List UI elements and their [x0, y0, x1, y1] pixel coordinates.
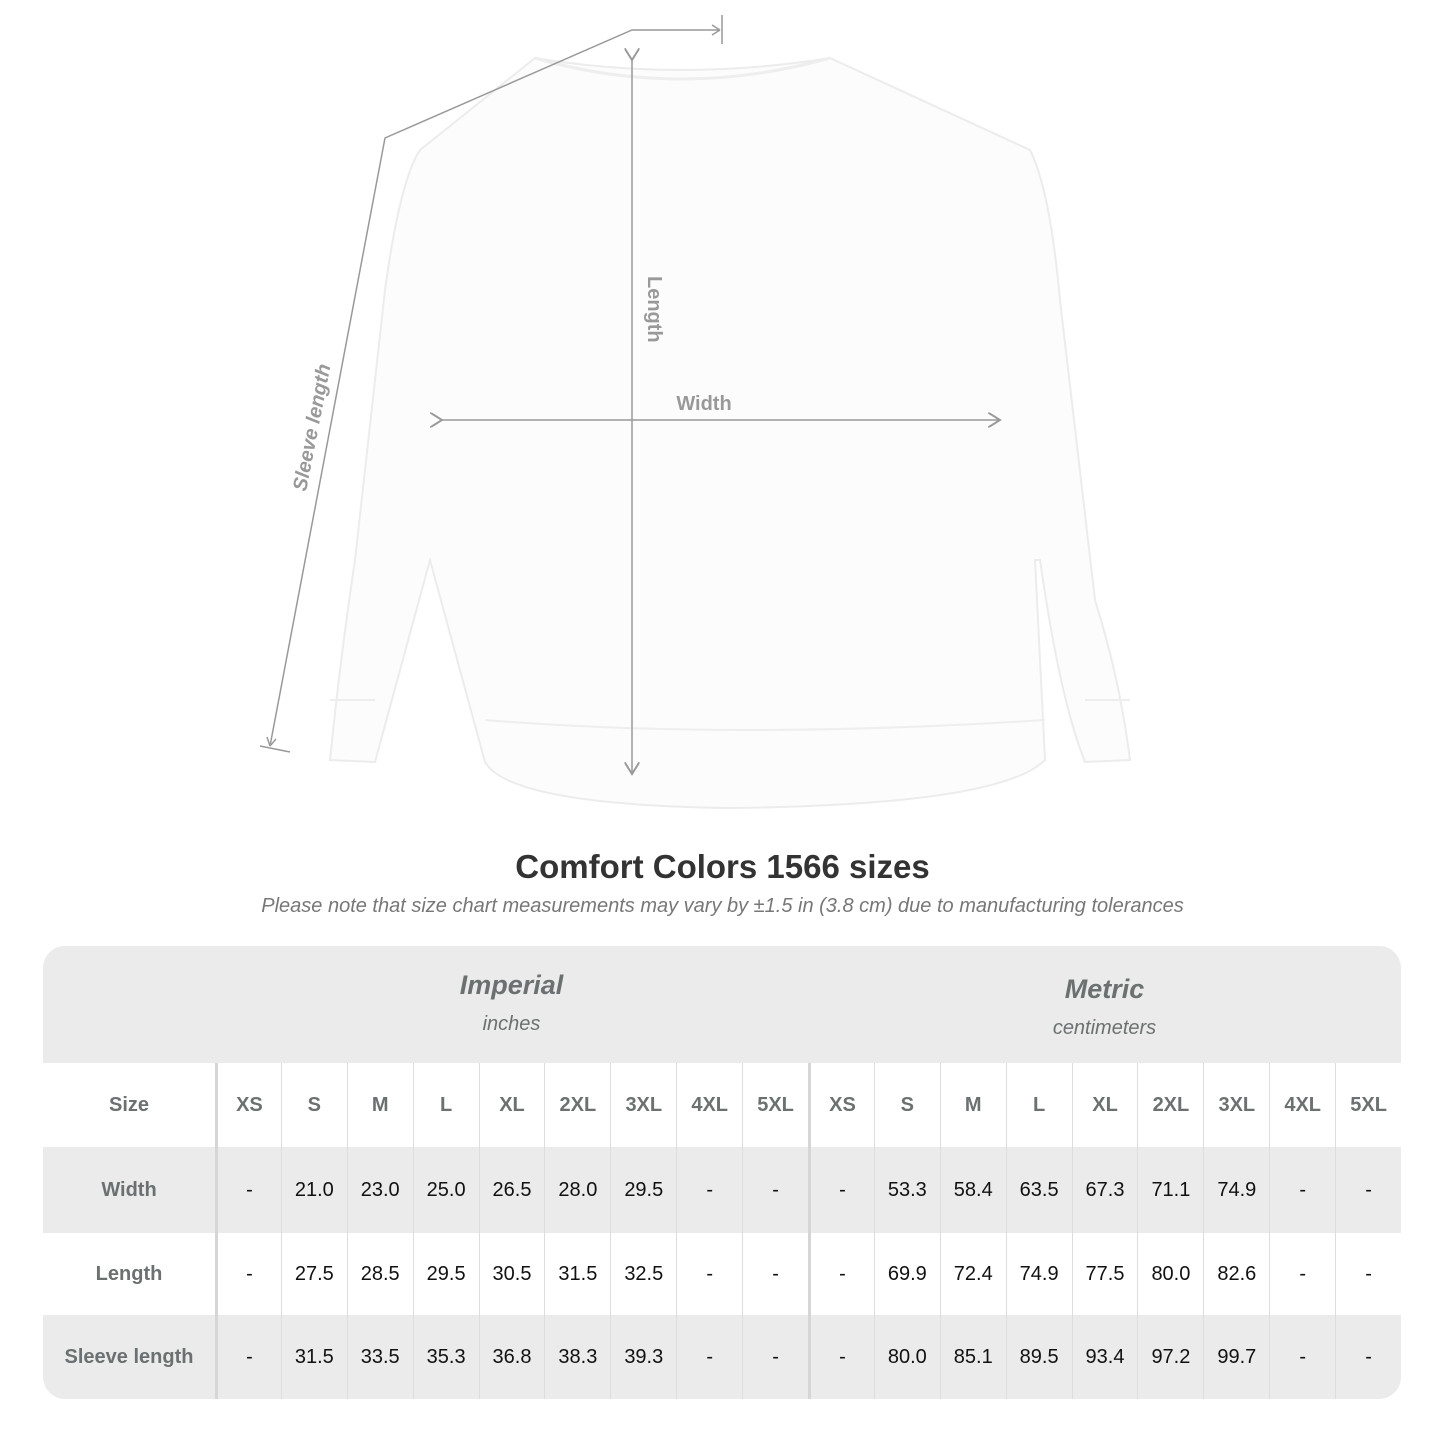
value-cell: 53.3	[873, 1147, 940, 1233]
value-cell: 97.2	[1137, 1315, 1203, 1399]
value-cell: -	[1269, 1233, 1335, 1315]
value-cell: -	[1269, 1315, 1335, 1399]
metric-header: Metric centimeters	[808, 946, 1401, 1091]
value-cell: -	[808, 1147, 874, 1233]
value-cell: -	[1335, 1233, 1401, 1315]
sleeve-length-label: Sleeve length	[289, 362, 335, 493]
value-cell: -	[215, 1315, 281, 1399]
value-cell: 69.9	[873, 1233, 940, 1315]
value-cell: -	[676, 1233, 742, 1315]
value-cell: 93.4	[1071, 1315, 1138, 1399]
size-header-cell: 5XL	[1335, 1063, 1401, 1147]
value-cell: 71.1	[1137, 1147, 1203, 1233]
table-row-sleeve-length: Sleeve length -31.5 33.5 35.3 36.8 38.3 39.3- -…	[43, 1315, 1401, 1399]
value-cell: -	[1335, 1147, 1401, 1233]
row-label: Width	[101, 1178, 157, 1201]
value-cell: 89.5	[1005, 1315, 1072, 1399]
value-cell: 38.3	[544, 1315, 610, 1399]
value-cell: 31.5	[544, 1233, 610, 1315]
value-cell: 67.3	[1071, 1147, 1138, 1233]
value-cell: -	[808, 1315, 874, 1399]
value-cell: 35.3	[412, 1315, 479, 1399]
value-cell: 74.9	[1203, 1147, 1269, 1233]
value-cell: 72.4	[939, 1233, 1006, 1315]
size-header-cell: L	[1005, 1063, 1072, 1147]
value-cell: 85.1	[939, 1315, 1006, 1399]
value-cell: 29.5	[412, 1233, 479, 1315]
value-cell: 82.6	[1203, 1233, 1269, 1315]
imperial-header: Imperial inches	[215, 946, 808, 1087]
value-cell: 31.5	[280, 1315, 347, 1399]
width-label: Width	[676, 393, 731, 415]
metric-label: Metric	[1064, 974, 1145, 1004]
table-row-width: Width -21.0 23.0 25.0 26.5 28.0 29.5- - -53.3 58.…	[43, 1147, 1401, 1233]
value-cell: -	[742, 1233, 808, 1315]
value-cell: -	[742, 1315, 808, 1399]
table-row-length: Length -27.5 28.5 29.5 30.5 31.5 32.5- - -69.9 72…	[43, 1233, 1401, 1315]
value-cell: 29.5	[610, 1147, 676, 1233]
value-cell: 25.0	[412, 1147, 479, 1233]
sleeve-measure-line	[269, 29, 720, 747]
value-cell: 36.8	[478, 1315, 545, 1399]
size-header-cell: S	[280, 1063, 347, 1147]
size-header-cell: M	[346, 1063, 413, 1147]
sweatshirt-image	[328, 56, 1132, 810]
length-label: Length	[643, 276, 665, 343]
size-header-cell: 2XL	[1137, 1063, 1203, 1147]
value-cell: 99.7	[1203, 1315, 1269, 1399]
size-header-cell: L	[412, 1063, 479, 1147]
value-cell: 39.3	[610, 1315, 676, 1399]
row-label: Size	[108, 1093, 150, 1116]
value-cell: 28.0	[544, 1147, 610, 1233]
size-header-row: Size XS S M L XL 2XL 3XL 4XL 5XL XS S M L XL 2XL 3XL 4XL 5…	[43, 1063, 1401, 1147]
value-cell: 33.5	[346, 1315, 413, 1399]
value-cell: 23.0	[346, 1147, 413, 1233]
size-header-cell: XL	[478, 1063, 545, 1147]
value-cell: 80.0	[873, 1315, 940, 1399]
value-cell: -	[1335, 1315, 1401, 1399]
value-cell: 30.5	[478, 1233, 545, 1315]
size-header-cell: 4XL	[1269, 1063, 1335, 1147]
value-cell: 32.5	[610, 1233, 676, 1315]
value-cell: -	[215, 1147, 281, 1233]
size-header-cell: M	[939, 1063, 1006, 1147]
value-cell: -	[676, 1315, 742, 1399]
value-cell: 80.0	[1137, 1233, 1203, 1315]
tolerance-note: Please note that size chart measurements…	[261, 895, 1184, 917]
page-title: Comfort Colors 1566 sizes	[515, 848, 930, 885]
value-cell: 77.5	[1071, 1233, 1138, 1315]
size-table: Imperial inches Metric centimeters Size X…	[43, 946, 1401, 1399]
value-cell: 63.5	[1005, 1147, 1072, 1233]
metric-unit: centimeters	[1052, 1017, 1157, 1039]
value-cell: 28.5	[346, 1233, 413, 1315]
value-cell: 21.0	[280, 1147, 347, 1233]
row-label: Sleeve length	[64, 1345, 194, 1368]
imperial-unit: inches	[482, 1013, 541, 1035]
value-cell: 74.9	[1005, 1233, 1072, 1315]
imperial-label: Imperial	[459, 970, 564, 1000]
value-cell: -	[808, 1233, 874, 1315]
size-header-cell: XS	[215, 1063, 281, 1147]
size-header-cell: 4XL	[676, 1063, 742, 1147]
size-header-cell: 3XL	[1203, 1063, 1269, 1147]
value-cell: 27.5	[280, 1233, 347, 1315]
value-cell: 26.5	[478, 1147, 545, 1233]
value-cell: 58.4	[939, 1147, 1006, 1233]
size-header-cell: 5XL	[742, 1063, 808, 1147]
size-header-cell: XS	[808, 1063, 874, 1147]
size-header-cell: 3XL	[610, 1063, 676, 1147]
value-cell: -	[676, 1147, 742, 1233]
value-cell: -	[1269, 1147, 1335, 1233]
size-header-cell: XL	[1071, 1063, 1138, 1147]
size-header-cell: 2XL	[544, 1063, 610, 1147]
size-header-cell: S	[873, 1063, 940, 1147]
value-cell: -	[215, 1233, 281, 1315]
value-cell: -	[742, 1147, 808, 1233]
row-label: Length	[95, 1262, 163, 1285]
sweatshirt-diagram: Length Width Sleeve length	[259, 15, 1132, 810]
